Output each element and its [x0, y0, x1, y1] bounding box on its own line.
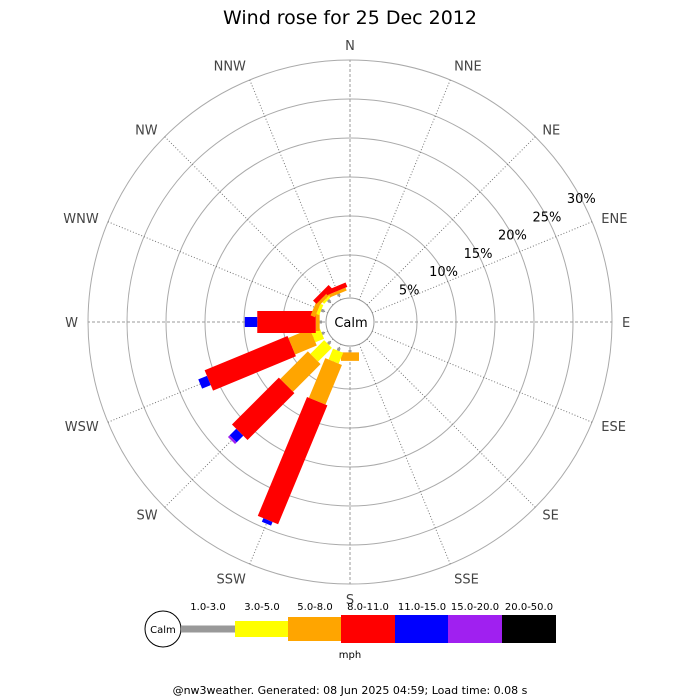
ring-label-3: 15%	[464, 247, 493, 262]
bar-sw-5-0-8-0	[280, 351, 321, 392]
direction-label-wnw: WNW	[63, 212, 99, 227]
grid-ring-4	[165, 137, 535, 507]
legend-swatch-11-0-15-0	[395, 615, 448, 643]
wind-bars	[198, 282, 359, 526]
legend-label-11-0-15-0: 11.0-15.0	[398, 602, 446, 613]
legend: Calm mph 1.0-3.0 3.0-5.0 5.0-8.0 8.0-11.0 11…	[144, 602, 556, 661]
bar-sw-15-0-20-0	[227, 435, 237, 445]
ring-label-5: 25%	[532, 210, 561, 225]
bar-wnw-3-0-5-0	[316, 303, 324, 316]
bar-ssw-5-0-8-0	[308, 358, 342, 405]
legend-swatch-3-0-5-0	[235, 621, 288, 637]
bar-sw-11-0-15-0	[229, 428, 244, 443]
bar-sw-1-0-3-0	[326, 340, 332, 346]
spoke-ese	[349, 321, 593, 423]
direction-label-nnw: NNW	[214, 60, 246, 75]
ring-label-6: 30%	[567, 192, 596, 207]
legend-label-1-0-3-0: 1.0-3.0	[190, 602, 225, 613]
direction-label-nw: NW	[135, 124, 158, 139]
bar-wsw-11-0-15-0	[198, 375, 211, 389]
bar-sw-3-0-5-0	[310, 340, 332, 362]
direction-label-e: E	[622, 316, 630, 331]
ring-label-1: 5%	[399, 284, 420, 299]
direction-label-ssw: SSW	[217, 572, 247, 587]
ring-label-2: 10%	[429, 265, 458, 280]
spoke-nnw	[249, 79, 351, 323]
bar-nnw-1-0-3-0	[337, 293, 341, 297]
direction-label-ene: ENE	[601, 212, 627, 227]
direction-label-w: W	[65, 316, 78, 331]
bar-wsw-5-0-8-0	[288, 328, 317, 355]
spoke-wnw	[107, 221, 351, 323]
direction-label-ese: ESE	[601, 420, 626, 435]
calm-center-label: Calm	[334, 316, 367, 331]
direction-label-sse: SSE	[454, 572, 479, 587]
bar-wsw-3-0-5-0	[311, 328, 325, 343]
legend-label-15-0-20-0: 15.0-20.0	[451, 602, 499, 613]
direction-label-ne: NE	[542, 124, 560, 139]
chart-title: Wind rose for 25 Dec 2012	[223, 7, 477, 29]
bar-wnw-1-0-3-0	[320, 308, 325, 313]
legend-swatch-15-0-20-0	[448, 615, 502, 643]
legend-swatch-8-0-11-0	[341, 615, 395, 643]
legend-label-20-0-50-0: 20.0-50.0	[505, 602, 553, 613]
ring-label-4: 20%	[498, 229, 527, 244]
spoke-ene	[349, 221, 593, 323]
bar-ssw-8-0-11-0	[257, 396, 328, 525]
direction-label-n: N	[345, 39, 355, 54]
legend-swatch-1-0-3-0	[181, 625, 235, 633]
legend-label-5-0-8-0: 5.0-8.0	[297, 602, 332, 613]
spoke-sse	[349, 321, 451, 565]
direction-labels: N NNE NE ENE E ESE SE SSE S SSW SW WSW W WNW NW NNW	[63, 39, 630, 608]
calm-circle: Calm	[325, 297, 375, 347]
bar-ssw-11-0-15-0	[261, 518, 273, 526]
polar-grid	[87, 59, 613, 585]
footer-text: @nw3weather. Generated: 08 Jun 2025 04:5…	[173, 684, 528, 697]
bar-wsw-1-0-3-0	[321, 331, 325, 335]
direction-label-s: S	[346, 593, 354, 608]
bar-wsw-8-0-11-0	[204, 335, 296, 391]
direction-label-sw: SW	[137, 508, 158, 523]
bar-nw-5-0-8-0	[317, 289, 333, 305]
bar-nw-3-0-5-0	[322, 294, 332, 304]
bar-nw-1-0-3-0	[326, 298, 332, 304]
bar-nw-8-0-11-0	[313, 285, 332, 304]
legend-label-8-0-11-0: 8.0-11.0	[347, 602, 389, 613]
direction-label-se: SE	[542, 508, 558, 523]
legend-calm-label: Calm	[150, 625, 176, 636]
bar-wnw-5-0-8-0	[310, 298, 322, 318]
bar-nnw-5-0-8-0	[328, 287, 347, 298]
legend-swatch-20-0-50-0	[502, 615, 556, 643]
spoke-se	[349, 321, 536, 508]
direction-label-wsw: WSW	[65, 420, 99, 435]
bar-ssw-3-0-5-0	[328, 348, 344, 364]
legend-unit: mph	[339, 650, 361, 661]
bar-ssw-1-0-3-0	[336, 347, 341, 352]
bar-sw-8-0-11-0	[231, 377, 295, 441]
legend-label-3-0-5-0: 3.0-5.0	[244, 602, 279, 613]
legend-swatch-5-0-8-0	[288, 617, 341, 641]
ring-labels: 5% 10% 15% 20% 25% 30%	[399, 192, 596, 299]
direction-label-nne: NNE	[454, 60, 482, 75]
bar-nnw-8-0-11-0	[325, 282, 348, 296]
